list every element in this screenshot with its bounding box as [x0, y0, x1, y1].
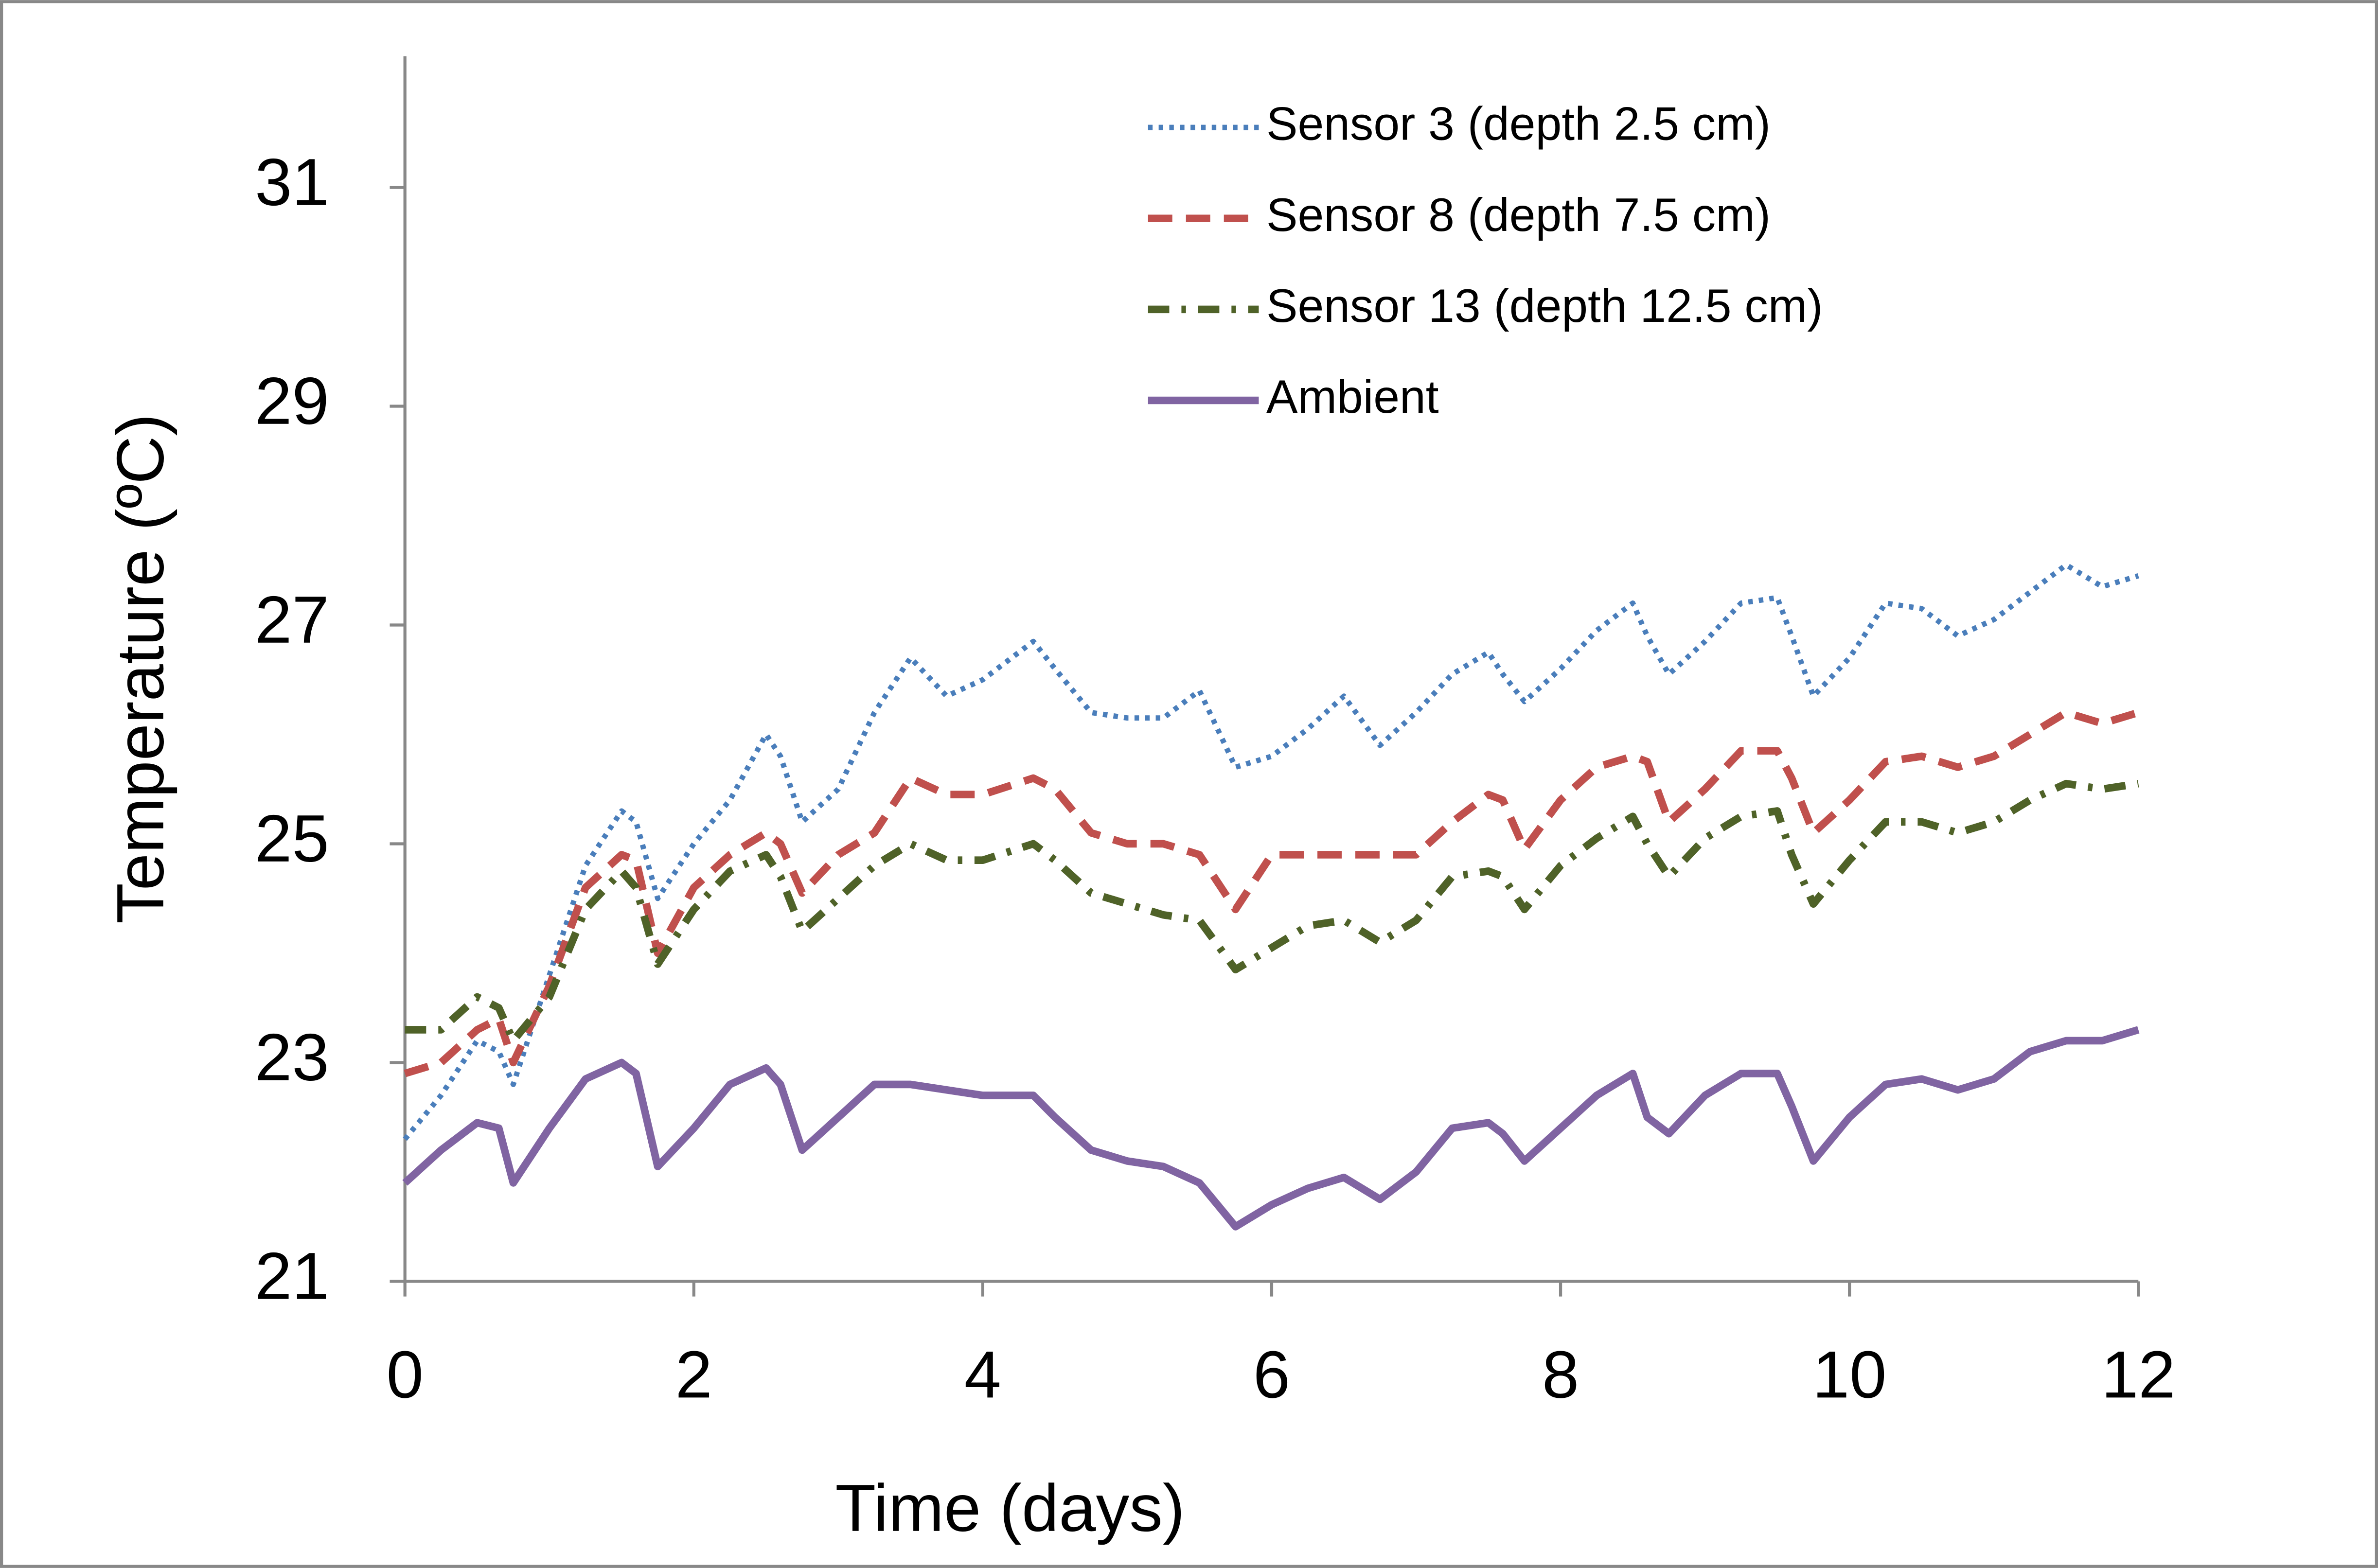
- y-axis-label: Temperature (ºC): [104, 414, 178, 924]
- x-axis-label: Time (days): [835, 1471, 1185, 1546]
- legend-label: Sensor 3 (depth 2.5 cm): [1266, 98, 1771, 150]
- legend-label: Sensor 13 (depth 12.5 cm): [1266, 280, 1823, 332]
- y-tick-label: 29: [255, 364, 329, 439]
- y-tick-label: 23: [255, 1021, 329, 1095]
- series-line: [403, 562, 2139, 1141]
- x-tick-label: 2: [675, 1338, 712, 1412]
- y-tick-label: 25: [255, 802, 329, 876]
- legend-label: Sensor 8 (depth 7.5 cm): [1266, 189, 1771, 241]
- x-tick-label: 6: [1253, 1338, 1290, 1412]
- x-tick-label: 12: [2101, 1338, 2176, 1412]
- legend-label: Ambient: [1266, 370, 1439, 423]
- y-tick-label: 27: [255, 583, 329, 657]
- x-tick-label: 0: [387, 1338, 424, 1412]
- series-line: [402, 1026, 2140, 1231]
- x-tick-label: 8: [1542, 1338, 1579, 1412]
- series-line: [405, 779, 2139, 1045]
- x-tick-label: 10: [1812, 1338, 1887, 1412]
- series-line: [404, 708, 2140, 1077]
- y-tick-label: 21: [255, 1239, 329, 1314]
- x-tick-label: 4: [964, 1338, 1001, 1412]
- y-tick-label: 31: [255, 145, 329, 220]
